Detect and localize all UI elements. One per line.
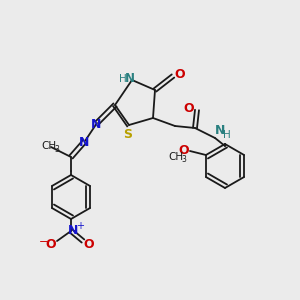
Text: O: O: [84, 238, 94, 250]
Text: S: S: [124, 128, 133, 140]
Text: N: N: [68, 224, 78, 238]
Text: O: O: [184, 101, 194, 115]
Text: O: O: [175, 68, 185, 80]
Text: O: O: [46, 238, 56, 250]
Text: +: +: [76, 221, 84, 231]
Text: N: N: [125, 73, 135, 85]
Text: N: N: [79, 136, 89, 148]
Text: N: N: [215, 124, 225, 137]
Text: 3: 3: [182, 154, 186, 164]
Text: CH: CH: [41, 141, 57, 151]
Text: H: H: [223, 130, 231, 140]
Text: 3: 3: [55, 145, 59, 154]
Text: −: −: [39, 237, 49, 247]
Text: N: N: [91, 118, 101, 130]
Text: H: H: [119, 74, 127, 84]
Text: CH: CH: [168, 152, 184, 162]
Text: O: O: [178, 143, 189, 157]
